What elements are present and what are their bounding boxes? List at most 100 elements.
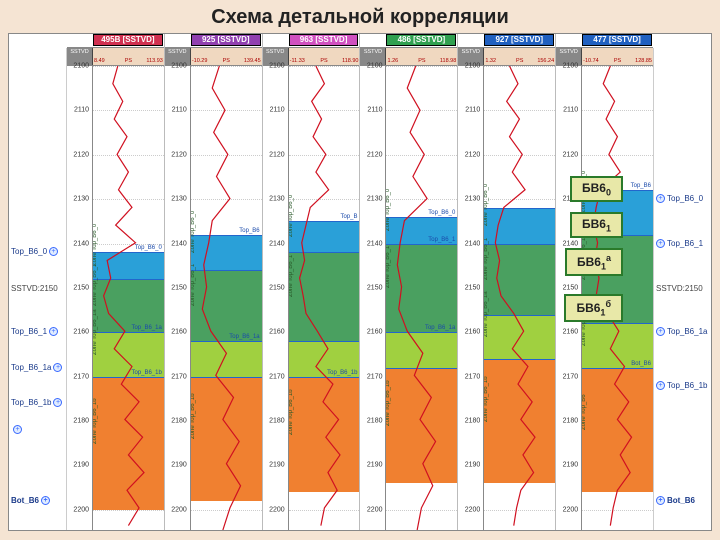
depth-tick: 2170 (458, 373, 482, 380)
well-log-curve (191, 66, 262, 530)
depth-tick: 2170 (263, 373, 287, 380)
depth-tick: 2140 (458, 240, 482, 247)
sstvd-reference: SSTVD:2150 (656, 284, 703, 293)
well-log-curve (386, 66, 457, 530)
depth-tick: 2160 (67, 329, 91, 336)
depth-tick: 2200 (556, 506, 580, 513)
depth-tick: 2200 (458, 506, 482, 513)
well-log-curve (93, 66, 164, 530)
depth-tick: 2140 (67, 240, 91, 247)
well-log-curve (289, 66, 360, 530)
depth-tick: 2100 (263, 63, 287, 70)
depth-tick: 2180 (556, 418, 580, 425)
well-track: 477 [SSTVD]SSTVD-10.74PS128.852100211021… (555, 34, 653, 530)
horizon-marker: Bot_B6+ (11, 496, 50, 505)
depth-tick: 2130 (263, 196, 287, 203)
depth-tick: 2180 (360, 418, 384, 425)
depth-tick: 2200 (263, 506, 287, 513)
sstvd-reference: SSTVD:2150 (11, 284, 58, 293)
depth-tick: 2180 (263, 418, 287, 425)
depth-scale: 2100211021202130214021502160217021802190… (263, 66, 289, 530)
curve-header: 1.32PS156.24 (484, 48, 555, 65)
depth-tick: 2140 (165, 240, 189, 247)
depth-tick: 2150 (263, 284, 287, 291)
depth-scale: 2100211021202130214021502160217021802190… (458, 66, 484, 530)
track-header: 963 [SSTVD] (263, 34, 360, 48)
depth-tick: 2190 (360, 462, 384, 469)
well-track: 927 [SSTVD]SSTVD1.32PS156.24210021102120… (457, 34, 555, 530)
right-marker-column: +Top_B6_0+Top_B6_1SSTVD:2150+Top_B6_1a+T… (653, 48, 711, 530)
depth-tick: 2190 (458, 462, 482, 469)
track-header: 925 [SSTVD] (165, 34, 262, 48)
zone-annotation: БВ61а (565, 248, 623, 276)
depth-tick: 2130 (165, 196, 189, 203)
depth-tick: 2110 (556, 107, 580, 114)
depth-tick: 2140 (556, 240, 580, 247)
track-header: 477 [SSTVD] (556, 34, 653, 48)
depth-tick: 2190 (67, 462, 91, 469)
depth-tick: 2110 (360, 107, 384, 114)
curve-column: Zone Top_B6_0Top_B6_0Zone Top_B6_1Zone T… (93, 66, 164, 530)
depth-tick: 2100 (165, 63, 189, 70)
marker-plus-icon: + (656, 496, 665, 505)
horizon-marker: +Top_B6_1 (656, 239, 703, 248)
curve-column: Zone Top_B6_0Top_B6_0Zone Top_B6_1Top_B6… (386, 66, 457, 530)
depth-tick: 2170 (360, 373, 384, 380)
well-track: 486 [SSTVD]SSTVD1.26PS118.98210021102120… (359, 34, 457, 530)
well-name: 925 [SSTVD] (191, 34, 261, 46)
horizon-marker: + (11, 425, 22, 434)
depth-tick: 2160 (458, 329, 482, 336)
marker-plus-icon: + (656, 194, 665, 203)
depth-tick: 2120 (67, 151, 91, 158)
depth-scale: 2100211021202130214021502160217021802190… (360, 66, 386, 530)
well-name: 486 [SSTVD] (386, 34, 456, 46)
curve-column: Zone Top_B6_0Zone Top_B6_1Zone Top_B6_1a… (484, 66, 555, 530)
depth-tick: 2160 (263, 329, 287, 336)
curve-header: -10.29PS139.45 (191, 48, 262, 65)
depth-tick: 2170 (67, 373, 91, 380)
depth-tick: 2110 (67, 107, 91, 114)
curve-header: -11.33PS118.90 (289, 48, 360, 65)
depth-tick: 2190 (556, 462, 580, 469)
well-name: 927 [SSTVD] (484, 34, 554, 46)
depth-tick: 2110 (263, 107, 287, 114)
depth-tick: 2170 (556, 373, 580, 380)
depth-tick: 2160 (360, 329, 384, 336)
zone-annotation: БВ61 (570, 212, 623, 238)
horizon-marker: Top_B6_1a+ (11, 363, 62, 372)
depth-tick: 2180 (165, 418, 189, 425)
well-track: 925 [SSTVD]SSTVD-10.29PS139.452100211021… (164, 34, 262, 530)
well-track: 963 [SSTVD]SSTVD-11.33PS118.902100211021… (262, 34, 360, 530)
track-body: 2100211021202130214021502160217021802190… (360, 66, 457, 530)
well-name: 495B [SSTVD] (93, 34, 163, 46)
chart-title: Схема детальной корреляции (0, 0, 720, 33)
horizon-marker: +Bot_B6 (656, 496, 695, 505)
correlation-chart: Top_B6_0+SSTVD:2150Top_B6_1+Top_B6_1a+To… (8, 33, 712, 531)
marker-plus-icon: + (41, 496, 50, 505)
depth-tick: 2120 (458, 151, 482, 158)
depth-tick: 2150 (556, 284, 580, 291)
horizon-marker: Top_B6_1b+ (11, 398, 62, 407)
horizon-marker: +Top_B6_1a (656, 327, 707, 336)
zone-annotation: БВ61б (564, 294, 623, 322)
depth-tick: 2100 (360, 63, 384, 70)
curve-header: 1.26PS118.98 (386, 48, 457, 65)
track-header: 486 [SSTVD] (360, 34, 457, 48)
depth-tick: 2180 (67, 418, 91, 425)
depth-tick: 2200 (67, 506, 91, 513)
depth-tick: 2140 (360, 240, 384, 247)
track-body: 2100211021202130214021502160217021802190… (165, 66, 262, 530)
well-log-curve (484, 66, 555, 530)
curve-column: Zone Top_B6_0Top_BZone Top_B6_1Zone Top_… (289, 66, 360, 530)
depth-scale: 2100211021202130214021502160217021802190… (165, 66, 191, 530)
depth-tick: 2120 (263, 151, 287, 158)
horizon-marker: Top_B6_1+ (11, 327, 58, 336)
curve-header: -10.74PS128.85 (582, 48, 653, 65)
depth-tick: 2100 (67, 63, 91, 70)
depth-scale: 2100211021202130214021502160217021802190… (67, 66, 93, 530)
depth-tick: 2110 (165, 107, 189, 114)
depth-tick: 2120 (360, 151, 384, 158)
track-body: 2100211021202130214021502160217021802190… (67, 66, 164, 530)
depth-tick: 2160 (165, 329, 189, 336)
depth-tick: 2120 (556, 151, 580, 158)
